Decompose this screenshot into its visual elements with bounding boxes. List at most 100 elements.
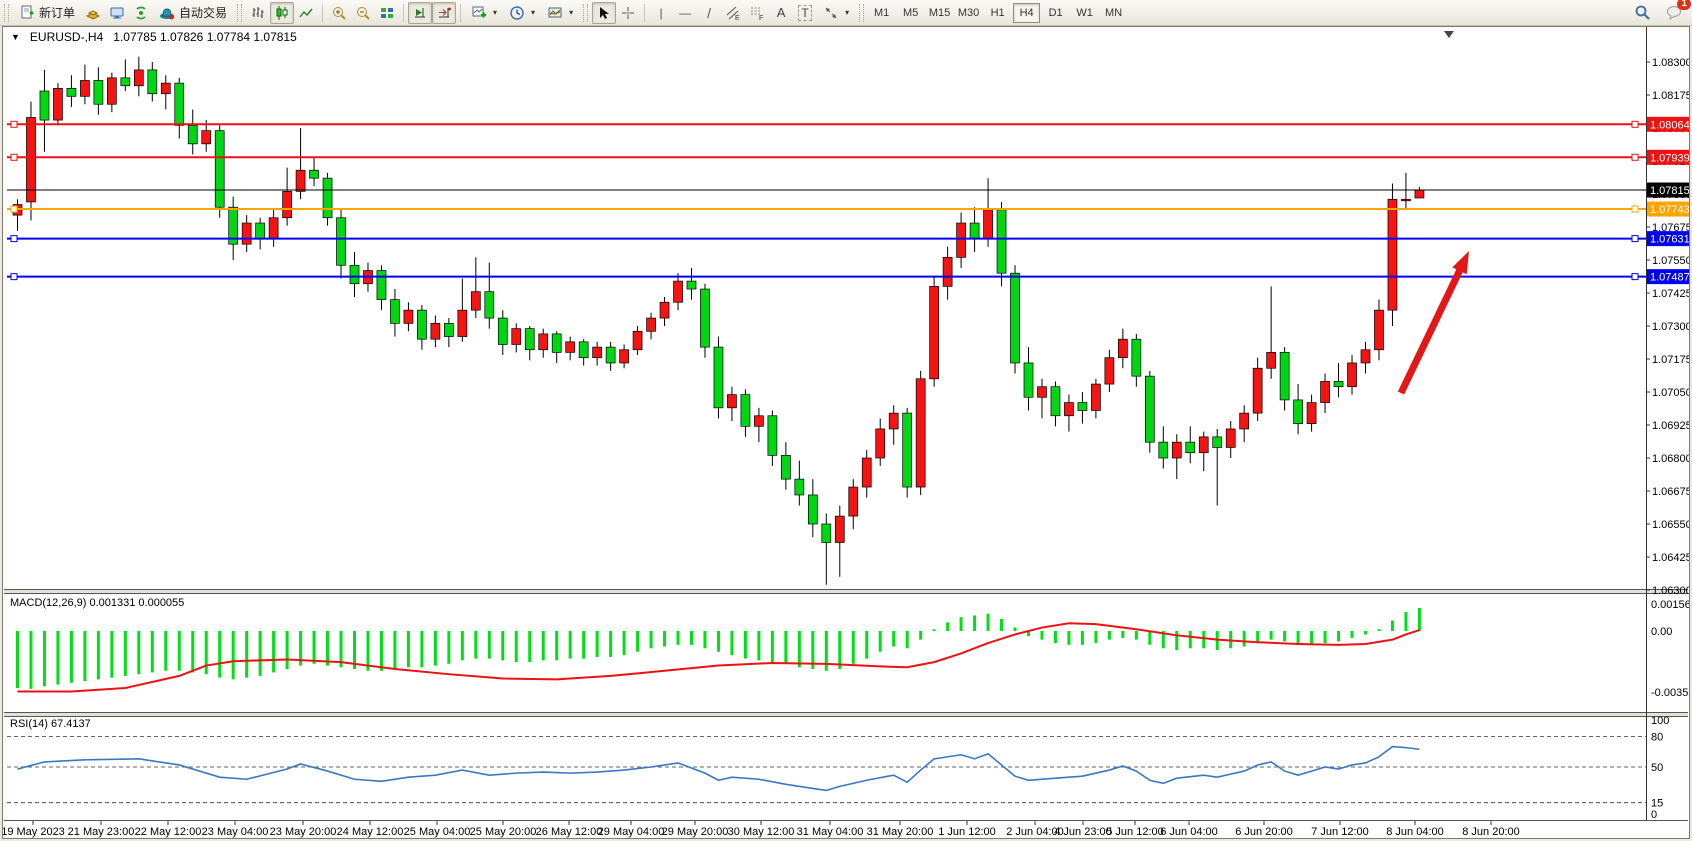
zoom-in-button[interactable] xyxy=(327,2,351,24)
timeframe-MN[interactable]: MN xyxy=(1105,6,1123,19)
price-tick-label[interactable]: 1.08175 xyxy=(1652,90,1689,102)
candle-body xyxy=(942,257,953,287)
time-tick-label[interactable]: 19 May 2023 xyxy=(3,826,65,838)
toolbar-grip[interactable] xyxy=(237,3,243,22)
timeframe-M15[interactable]: M15 xyxy=(928,6,951,19)
vertical-line-tool[interactable]: | xyxy=(649,2,673,24)
time-tick-label[interactable]: 25 May 04:00 xyxy=(404,826,471,838)
toolbar-grip[interactable] xyxy=(583,3,589,22)
autotrading-button[interactable]: 自动交易 xyxy=(153,2,233,24)
price-tick-label[interactable]: 1.07175 xyxy=(1652,354,1689,366)
hline-anchor[interactable] xyxy=(10,273,18,281)
timeframe-W1[interactable]: W1 xyxy=(1076,6,1093,19)
channel-tool[interactable]: E xyxy=(721,2,745,24)
price-tick-label[interactable]: 1.08300 xyxy=(1652,57,1689,69)
horizontal-line-tool[interactable]: — xyxy=(673,2,697,24)
candle-body xyxy=(1077,402,1088,411)
chart-shift-button[interactable] xyxy=(408,1,433,24)
crosshair-tool-button[interactable] xyxy=(616,2,640,24)
panel-divider[interactable] xyxy=(4,589,1688,594)
annotation-arrow-head[interactable] xyxy=(1452,251,1469,275)
time-tick-label[interactable]: 8 Jun 20:00 xyxy=(1462,826,1520,838)
timeframe-M5[interactable]: M5 xyxy=(902,6,919,19)
hline-anchor[interactable] xyxy=(1631,273,1639,281)
notifications-button[interactable]: 1 xyxy=(1662,0,1691,24)
time-tick-label[interactable]: 31 May 20:00 xyxy=(867,826,934,838)
hline-anchor[interactable] xyxy=(10,120,18,128)
time-tick-label[interactable]: 2 Jun 04:00 xyxy=(1006,826,1064,838)
price-tick-label[interactable]: 1.07425 xyxy=(1652,288,1689,300)
new-chart-dropdown[interactable]: ▾ xyxy=(465,2,503,24)
hline-anchor[interactable] xyxy=(1631,205,1639,213)
hline-anchor[interactable] xyxy=(10,153,18,161)
time-tick-label[interactable]: 29 May 04:00 xyxy=(598,826,665,838)
time-tick-label[interactable]: 7 Jun 12:00 xyxy=(1311,826,1369,838)
time-tick-label[interactable]: 23 May 04:00 xyxy=(202,826,269,838)
time-tick-label[interactable]: 5 Jun 12:00 xyxy=(1106,826,1164,838)
timeframe-H1[interactable]: H1 xyxy=(990,6,1005,19)
hline-anchor[interactable] xyxy=(1631,120,1639,128)
auto-scroll-button[interactable] xyxy=(432,1,457,24)
zoom-out-button[interactable] xyxy=(351,2,375,24)
chat-bubble-icon xyxy=(1666,6,1681,21)
time-tick-label[interactable]: 4 Jun 23:00 xyxy=(1054,826,1112,838)
time-tick-label[interactable]: 8 Jun 04:00 xyxy=(1386,826,1444,838)
time-tick-label[interactable]: 1 Jun 12:00 xyxy=(938,826,996,838)
time-tick-label[interactable]: 23 May 20:00 xyxy=(270,826,337,838)
hline-anchor[interactable] xyxy=(10,205,18,213)
period-dropdown[interactable]: ▾ xyxy=(503,2,541,24)
candlestick-chart-button[interactable] xyxy=(270,1,295,24)
time-tick-label[interactable]: 25 May 20:00 xyxy=(470,826,537,838)
time-tick-label[interactable]: 6 Jun 20:00 xyxy=(1235,826,1293,838)
timeframe-H4[interactable]: H4 xyxy=(1013,2,1041,23)
time-tick-label[interactable]: 31 May 04:00 xyxy=(797,826,864,838)
time-tick-label[interactable]: 6 Jun 04:00 xyxy=(1160,826,1218,838)
time-tick-label[interactable]: 26 May 12:00 xyxy=(536,826,603,838)
price-tick-label[interactable]: 1.07300 xyxy=(1652,321,1689,333)
hline-anchor[interactable] xyxy=(1631,153,1639,161)
line-chart-button[interactable] xyxy=(294,2,318,24)
time-tick-label[interactable]: 29 May 20:00 xyxy=(662,826,729,838)
navigator-button[interactable] xyxy=(129,2,153,24)
cursor-tool-button[interactable] xyxy=(592,1,617,24)
price-tick-label[interactable]: 1.06550 xyxy=(1652,519,1689,531)
price-tick-label[interactable]: 1.07675 xyxy=(1652,222,1689,234)
timeframe-M1[interactable]: M1 xyxy=(873,6,890,19)
timeframe-D1[interactable]: D1 xyxy=(1048,6,1063,19)
toolbar-grip[interactable] xyxy=(4,3,9,22)
template-dropdown[interactable]: ▾ xyxy=(541,2,579,24)
price-tick-label[interactable]: 1.06675 xyxy=(1652,486,1689,498)
price-tick-label[interactable]: 1.06800 xyxy=(1652,453,1689,465)
collapse-arrow-icon[interactable]: ▼ xyxy=(11,32,20,42)
hline-anchor[interactable] xyxy=(10,235,18,243)
text-tool[interactable]: A xyxy=(769,2,793,24)
time-tick-label[interactable]: 22 May 12:00 xyxy=(135,826,202,838)
toolbar-grip[interactable] xyxy=(859,3,865,22)
text-label-tool[interactable]: T xyxy=(793,2,817,24)
search-button[interactable] xyxy=(1630,2,1654,24)
price-tick-label[interactable]: 1.07050 xyxy=(1652,387,1689,399)
time-tick-label[interactable]: 21 May 23:00 xyxy=(68,826,135,838)
trendline-tool[interactable]: / xyxy=(697,2,721,24)
bar-chart-button[interactable] xyxy=(246,2,270,24)
vline-icon: | xyxy=(659,5,663,20)
time-tick-label[interactable]: 24 May 12:00 xyxy=(337,826,404,838)
arrows-dropdown[interactable]: ▾ xyxy=(817,2,855,24)
annotation-arrow[interactable] xyxy=(1397,263,1466,395)
fibonacci-tool[interactable]: F xyxy=(745,2,769,24)
time-tick-label[interactable]: 30 May 12:00 xyxy=(728,826,795,838)
timeframe-M30[interactable]: M30 xyxy=(957,6,980,19)
shift-marker-icon[interactable] xyxy=(1444,31,1454,38)
panel-divider[interactable] xyxy=(4,712,1688,717)
market-watch-button[interactable] xyxy=(81,2,105,24)
price-tick-label[interactable]: 1.07550 xyxy=(1652,255,1689,267)
price-tick-label[interactable]: 1.06925 xyxy=(1652,420,1689,432)
tile-windows-button[interactable] xyxy=(375,2,399,24)
new-order-button[interactable]: 新订单 xyxy=(13,2,81,24)
price-tick-label[interactable]: 1.06425 xyxy=(1652,552,1689,564)
hline-anchor[interactable] xyxy=(1631,235,1639,243)
chart-canvas[interactable]: 1.083001.081751.080501.079251.078001.076… xyxy=(3,27,1689,838)
macd-bar xyxy=(1080,631,1084,645)
price-tick-label[interactable]: 1.06300 xyxy=(1652,585,1689,597)
data-window-button[interactable] xyxy=(105,2,129,24)
